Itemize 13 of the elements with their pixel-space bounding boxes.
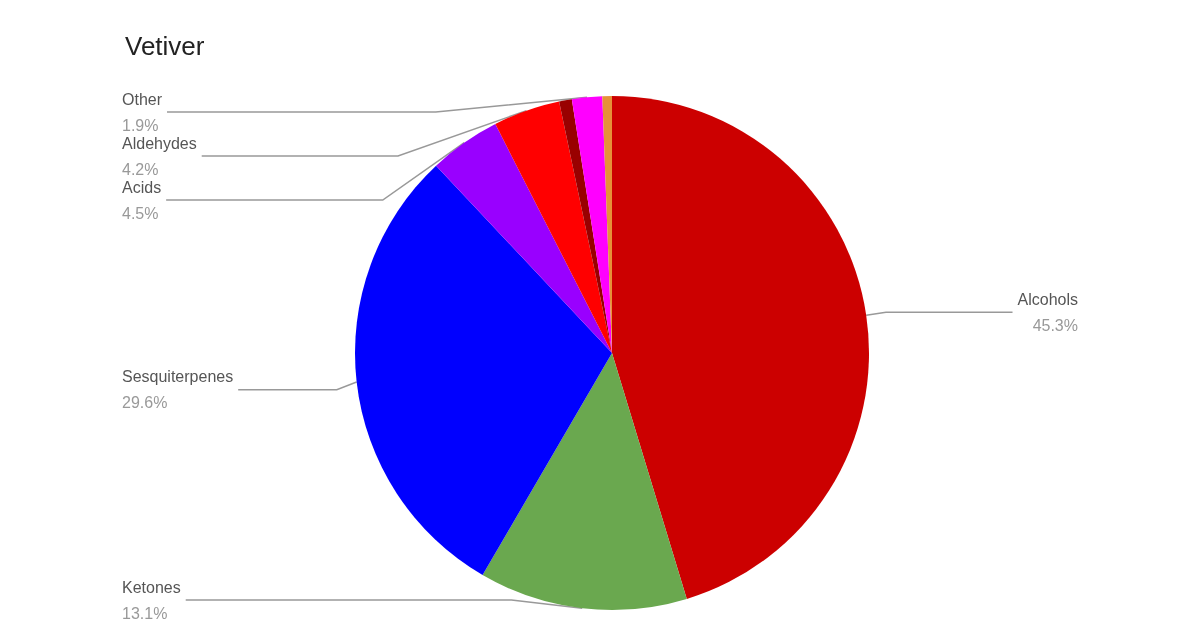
data-label: 13.1% xyxy=(122,604,168,622)
data-label: 4.2% xyxy=(122,160,159,178)
chart-title: Vetiver xyxy=(125,31,205,61)
slice-label: Acids xyxy=(122,178,162,196)
data-label: 29.6% xyxy=(122,394,168,412)
slice-label: Other xyxy=(122,90,163,108)
data-label: 4.5% xyxy=(122,204,159,222)
slice-label: Alcohols xyxy=(1017,290,1078,308)
data-label: 1.9% xyxy=(122,116,159,134)
data-label: 45.3% xyxy=(1032,316,1078,334)
slice-label: Sesquiterpenes xyxy=(122,368,234,386)
slice-label: Ketones xyxy=(122,578,181,596)
slice-label: Aldehydes xyxy=(122,134,197,152)
